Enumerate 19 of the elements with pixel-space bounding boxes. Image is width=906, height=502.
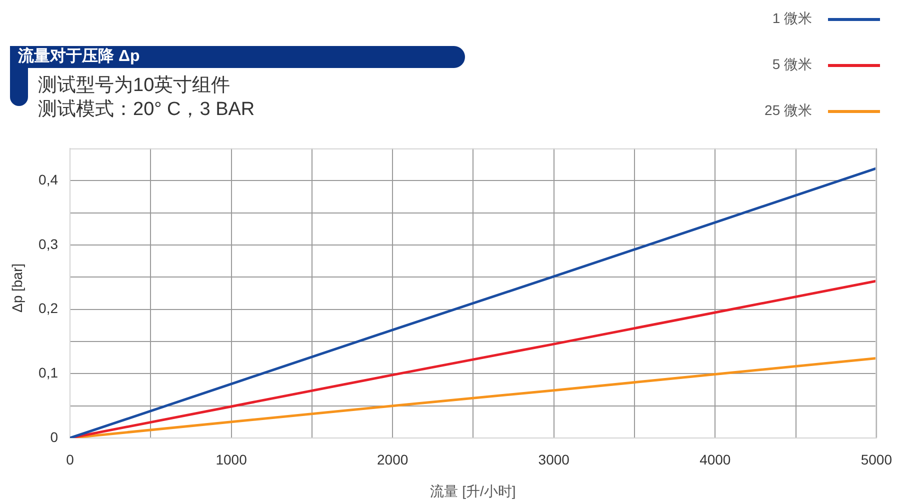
legend-label: 25 微米 xyxy=(764,102,812,120)
y-tick-label: 0,4 xyxy=(38,171,58,188)
x-tick-label: 5000 xyxy=(860,451,892,468)
chart-title: 流量对于压降 Δp xyxy=(10,46,465,68)
x-tick-label: 2000 xyxy=(376,451,408,468)
text: 测试模式：20° C，3 BAR xyxy=(38,98,255,122)
x-tick-label: 0 xyxy=(66,451,74,468)
x-tick-label: 1000 xyxy=(216,451,248,468)
y-tick-label: 0,2 xyxy=(38,300,58,316)
legend-label: 1 微米 xyxy=(772,10,812,28)
y-tick-label: 0,3 xyxy=(38,236,58,252)
y-tick-label: 0 xyxy=(50,428,58,445)
x-tick-label: 3000 xyxy=(538,451,570,468)
chart-subtitle: 测试型号为10英寸组件 xyxy=(38,74,232,98)
x-tick-label: 4000 xyxy=(700,451,731,468)
legend-label: 5 微米 xyxy=(772,56,812,74)
y-axis-title: Δp [bar] xyxy=(9,263,25,313)
x-axis-title: 流量 [升/小时] xyxy=(429,483,517,501)
y-tick-label: 0,1 xyxy=(38,364,58,381)
